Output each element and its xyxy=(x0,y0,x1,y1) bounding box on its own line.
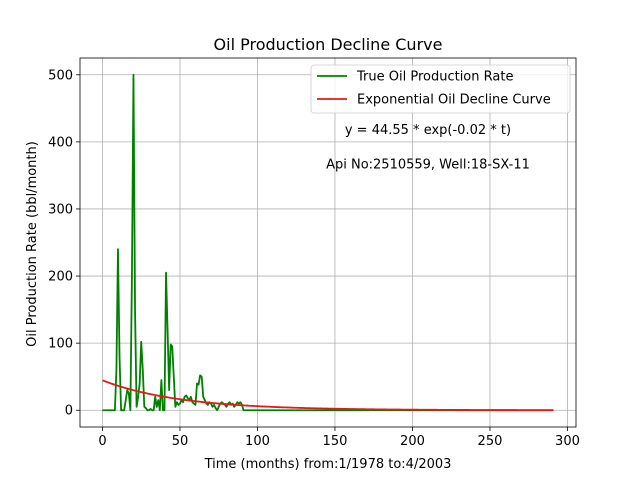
y-tick-label: 200 xyxy=(48,270,73,285)
series-exponential-oil-decline-curve xyxy=(102,379,554,412)
annotation-equation: y = 44.55 * exp(-0.02 * t) xyxy=(345,123,511,138)
y-axis: 0 100 200 300 400 500 xyxy=(48,68,80,419)
x-tick-label: 200 xyxy=(400,434,425,449)
legend-entry: Exponential Oil Decline Curve xyxy=(357,93,551,108)
y-tick-label: 500 xyxy=(48,68,73,83)
legend: True Oil Production Rate Exponential Oil … xyxy=(310,64,571,114)
x-tick-label: 150 xyxy=(323,434,348,449)
x-tick-label: 300 xyxy=(555,434,580,449)
legend-box xyxy=(310,64,571,114)
y-tick-label: 300 xyxy=(48,202,73,217)
plot-area xyxy=(102,73,554,412)
annotations: y = 44.55 * exp(-0.02 * t) Api No:2510559… xyxy=(326,123,530,173)
annotation-well-info: Api No:2510559, Well:18-SX-11 xyxy=(326,158,530,173)
series-true-oil-production-rate xyxy=(102,73,554,412)
x-tick-label: 250 xyxy=(478,434,503,449)
x-tick-label: 100 xyxy=(245,434,270,449)
legend-entry: True Oil Production Rate xyxy=(356,70,513,85)
x-axis: 0 50 100 150 200 250 300 xyxy=(98,427,580,449)
x-axis-label: Time (months) from:1/1978 to:4/2003 xyxy=(204,457,452,472)
y-tick-label: 100 xyxy=(48,337,73,352)
x-tick-label: 0 xyxy=(98,434,106,449)
x-tick-label: 50 xyxy=(172,434,189,449)
y-tick-label: 400 xyxy=(48,135,73,150)
axes-frame xyxy=(79,57,577,428)
chart-title: Oil Production Decline Curve xyxy=(214,35,443,54)
y-axis-label: Oil Production Rate (bbl/month) xyxy=(25,141,40,347)
y-tick-label: 0 xyxy=(65,404,73,419)
